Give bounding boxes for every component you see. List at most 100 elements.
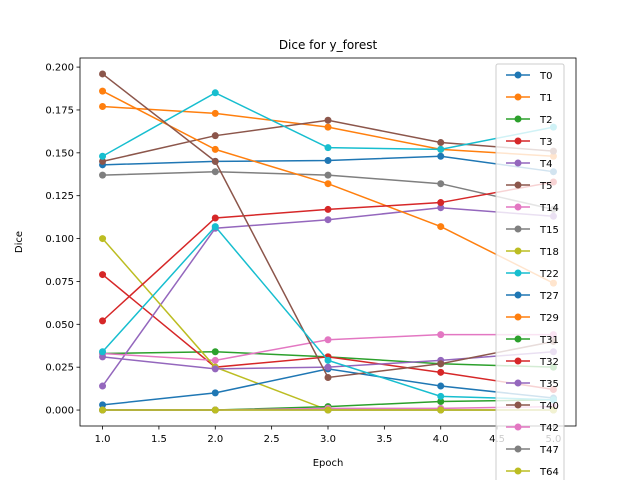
legend-label: T47 [539, 445, 559, 456]
legend-marker [514, 379, 522, 387]
data-point [99, 235, 107, 243]
legend-label: T4 [539, 159, 552, 170]
data-point [437, 199, 445, 207]
x-tick-label: 2.5 [264, 434, 280, 445]
data-point [324, 180, 332, 188]
legend-label: T27 [539, 291, 559, 302]
data-point [99, 171, 107, 179]
x-tick-label: 1.0 [95, 434, 111, 445]
data-point [324, 123, 332, 131]
data-point [99, 382, 107, 390]
legend-marker [514, 181, 522, 189]
legend-label: T31 [539, 335, 559, 346]
data-point [437, 145, 445, 153]
legend-marker [514, 159, 522, 167]
data-point [211, 348, 219, 356]
data-point [437, 382, 445, 390]
data-point [437, 204, 445, 212]
data-point [211, 223, 219, 231]
data-point [211, 109, 219, 117]
data-point [437, 152, 445, 160]
data-point [211, 389, 219, 397]
legend-label: T14 [539, 203, 559, 214]
data-point [99, 103, 107, 111]
plot-frame [79, 57, 577, 427]
legend-label: T29 [539, 313, 559, 324]
y-tick-label: 0.125 [45, 191, 74, 202]
data-point [211, 356, 219, 364]
data-point [211, 132, 219, 140]
y-tick-label: 0.150 [45, 148, 74, 159]
data-point [211, 157, 219, 165]
legend-marker [514, 93, 522, 101]
legend-label: T22 [539, 269, 559, 280]
legend-label: T18 [539, 247, 559, 258]
legend-label: T0 [539, 71, 552, 82]
data-point [211, 168, 219, 176]
data-point [99, 152, 107, 160]
legend-marker [514, 313, 522, 321]
y-tick-label: 0.175 [45, 105, 74, 116]
data-point [99, 401, 107, 409]
legend-marker [514, 423, 522, 431]
legend-label: T2 [539, 115, 552, 126]
y-tick-label: 0.000 [45, 406, 74, 417]
legend-label: T1 [539, 93, 552, 104]
data-point [324, 406, 332, 414]
data-point [324, 216, 332, 224]
x-tick-label: 3.5 [376, 434, 392, 445]
legend-marker [514, 467, 522, 475]
chart-title: Dice for y_forest [279, 38, 378, 52]
data-point [211, 89, 219, 97]
data-point [324, 363, 332, 371]
legend-label: T15 [539, 225, 559, 236]
data-point [324, 336, 332, 344]
data-point [437, 139, 445, 147]
y-tick-label: 0.050 [45, 320, 74, 331]
x-tick-label: 3.0 [320, 434, 336, 445]
data-point [437, 368, 445, 376]
y-tick-label: 0.075 [45, 277, 74, 288]
legend-marker [514, 115, 522, 123]
data-point [324, 356, 332, 364]
legend-marker [514, 71, 522, 79]
data-point [211, 214, 219, 222]
data-point [99, 70, 107, 78]
data-point [99, 406, 107, 414]
data-point [99, 317, 107, 325]
data-point [99, 157, 107, 165]
data-point [437, 223, 445, 231]
data-point [437, 406, 445, 414]
legend-label: T5 [539, 181, 552, 192]
series-line [102, 181, 554, 322]
data-point [99, 271, 107, 279]
data-point [211, 145, 219, 153]
legend-marker [514, 247, 522, 255]
data-point [437, 397, 445, 405]
legend-marker [514, 225, 522, 233]
data-point [437, 331, 445, 339]
data-point [324, 116, 332, 124]
data-point [324, 205, 332, 213]
legend-marker [514, 401, 522, 409]
data-point [324, 157, 332, 165]
legend-marker [514, 335, 522, 343]
data-point [99, 87, 107, 95]
legend-marker [514, 137, 522, 145]
data-point [324, 171, 332, 179]
legend-marker [514, 291, 522, 299]
data-point [437, 180, 445, 188]
series-line [101, 238, 554, 411]
data-point [99, 353, 107, 361]
y-tick-label: 0.200 [45, 63, 74, 74]
legend-marker [514, 445, 522, 453]
x-tick-label: 1.5 [151, 434, 167, 445]
legend-label: T35 [539, 379, 559, 390]
legend-label: T3 [539, 137, 552, 148]
data-point [324, 144, 332, 152]
y-tick-label: 0.025 [45, 363, 74, 374]
x-tick-label: 2.0 [207, 434, 223, 445]
legend-box [495, 63, 565, 480]
legend-label: T42 [539, 423, 559, 434]
